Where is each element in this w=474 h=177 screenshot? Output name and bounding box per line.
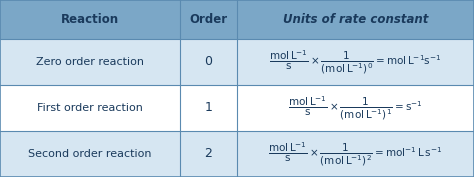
Text: $\dfrac{\mathrm{mol\,L^{-1}}}{\mathrm{s}}\times\dfrac{1}{(\mathrm{mol\,L^{-1}})^: $\dfrac{\mathrm{mol\,L^{-1}}}{\mathrm{s}… [269, 48, 442, 76]
Text: 2: 2 [205, 147, 212, 161]
Text: Zero order reaction: Zero order reaction [36, 57, 144, 67]
FancyBboxPatch shape [0, 39, 474, 85]
Text: Reaction: Reaction [61, 13, 119, 26]
FancyBboxPatch shape [0, 85, 474, 131]
Text: 0: 0 [205, 55, 212, 68]
FancyBboxPatch shape [0, 0, 474, 39]
Text: Second order reaction: Second order reaction [28, 149, 152, 159]
Text: Order: Order [190, 13, 228, 26]
FancyBboxPatch shape [0, 131, 474, 177]
Text: First order reaction: First order reaction [37, 103, 143, 113]
Text: Units of rate constant: Units of rate constant [283, 13, 428, 26]
Text: 1: 1 [205, 101, 212, 115]
Text: $\dfrac{\mathrm{mol\,L^{-1}}}{\mathrm{s}}\times\dfrac{1}{(\mathrm{mol\,L^{-1}})^: $\dfrac{\mathrm{mol\,L^{-1}}}{\mathrm{s}… [268, 140, 443, 168]
Text: $\dfrac{\mathrm{mol\,L^{-1}}}{\mathrm{s}}\times\dfrac{1}{(\mathrm{mol\,L^{-1}})^: $\dfrac{\mathrm{mol\,L^{-1}}}{\mathrm{s}… [288, 94, 423, 122]
